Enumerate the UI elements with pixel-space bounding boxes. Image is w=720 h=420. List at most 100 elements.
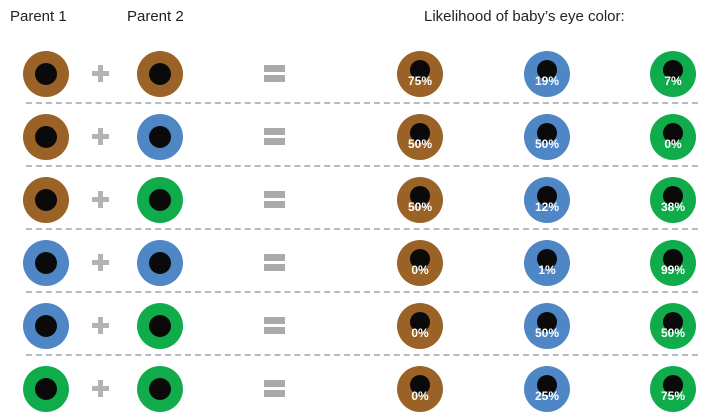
- plus-icon: [92, 191, 109, 208]
- table-row: 50% 12% 38%: [0, 168, 720, 231]
- pupil-icon: [410, 60, 430, 80]
- result-green-eye-icon: 99%: [650, 240, 696, 286]
- result-blue-eye-icon: 19%: [524, 51, 570, 97]
- row-divider: [26, 102, 698, 104]
- pupil-icon: [410, 375, 430, 395]
- pupil-icon: [537, 60, 557, 80]
- result-green-eye-icon: 0%: [650, 114, 696, 160]
- parent2-header: Parent 2: [127, 8, 184, 25]
- pupil-icon: [663, 186, 683, 206]
- probability-blue: 12%: [534, 200, 560, 214]
- pupil-icon: [537, 375, 557, 395]
- result-green-eye-icon: 75%: [650, 366, 696, 412]
- parent1-blue-eye-icon: [23, 240, 69, 286]
- table-row: 0% 1% 99%: [0, 231, 720, 294]
- pupil-icon: [149, 378, 171, 400]
- probability-brown: 50%: [407, 137, 433, 151]
- pupil-icon: [149, 252, 171, 274]
- pupil-icon: [537, 312, 557, 332]
- parent2-green-eye-icon: [137, 303, 183, 349]
- row-divider: [26, 165, 698, 167]
- table-row: 0% 25% 75%: [0, 357, 720, 420]
- probability-green: 0%: [664, 137, 682, 151]
- parent1-green-eye-icon: [23, 366, 69, 412]
- pupil-icon: [149, 63, 171, 85]
- parent1-brown-eye-icon: [23, 51, 69, 97]
- pupil-icon: [663, 249, 683, 269]
- parent2-green-eye-icon: [137, 177, 183, 223]
- plus-icon: [92, 254, 109, 271]
- result-blue-eye-icon: 1%: [524, 240, 570, 286]
- result-green-eye-icon: 7%: [650, 51, 696, 97]
- probability-brown: 0%: [411, 326, 429, 340]
- table-row: 50% 50% 0%: [0, 105, 720, 168]
- parent1-header: Parent 1: [10, 8, 67, 25]
- pupil-icon: [35, 252, 57, 274]
- probability-blue: 1%: [538, 263, 556, 277]
- equals-icon: [264, 317, 285, 334]
- probability-brown: 0%: [411, 389, 429, 403]
- plus-icon: [92, 317, 109, 334]
- plus-icon: [92, 380, 109, 397]
- result-brown-eye-icon: 75%: [397, 51, 443, 97]
- probability-blue: 50%: [534, 326, 560, 340]
- result-green-eye-icon: 50%: [650, 303, 696, 349]
- result-blue-eye-icon: 50%: [524, 114, 570, 160]
- likelihood-header: Likelihood of baby’s eye color:: [424, 8, 625, 25]
- result-brown-eye-icon: 50%: [397, 177, 443, 223]
- pupil-icon: [410, 186, 430, 206]
- pupil-icon: [537, 186, 557, 206]
- pupil-icon: [149, 189, 171, 211]
- pupil-icon: [537, 123, 557, 143]
- pupil-icon: [149, 315, 171, 337]
- pupil-icon: [35, 63, 57, 85]
- result-brown-eye-icon: 0%: [397, 240, 443, 286]
- probability-green: 50%: [660, 326, 686, 340]
- probability-blue: 19%: [534, 74, 560, 88]
- equals-icon: [264, 254, 285, 271]
- pupil-icon: [35, 378, 57, 400]
- pupil-icon: [410, 123, 430, 143]
- parent2-brown-eye-icon: [137, 51, 183, 97]
- result-blue-eye-icon: 25%: [524, 366, 570, 412]
- probability-green: 7%: [664, 74, 682, 88]
- pupil-icon: [149, 126, 171, 148]
- probability-brown: 50%: [407, 200, 433, 214]
- pupil-icon: [663, 60, 683, 80]
- pupil-icon: [537, 249, 557, 269]
- pupil-icon: [35, 315, 57, 337]
- equals-icon: [264, 128, 285, 145]
- parent2-blue-eye-icon: [137, 114, 183, 160]
- row-divider: [26, 354, 698, 356]
- equals-icon: [264, 380, 285, 397]
- probability-green: 75%: [660, 389, 686, 403]
- probability-green: 38%: [660, 200, 686, 214]
- pupil-icon: [410, 249, 430, 269]
- pupil-icon: [35, 126, 57, 148]
- parent1-brown-eye-icon: [23, 177, 69, 223]
- row-divider: [26, 291, 698, 293]
- parent1-blue-eye-icon: [23, 303, 69, 349]
- pupil-icon: [663, 375, 683, 395]
- pupil-icon: [410, 312, 430, 332]
- pupil-icon: [663, 312, 683, 332]
- probability-brown: 0%: [411, 263, 429, 277]
- equals-icon: [264, 65, 285, 82]
- result-brown-eye-icon: 0%: [397, 303, 443, 349]
- probability-blue: 25%: [534, 389, 560, 403]
- probability-brown: 75%: [407, 74, 433, 88]
- row-divider: [26, 228, 698, 230]
- table-row: 75% 19% 7%: [0, 42, 720, 105]
- pupil-icon: [35, 189, 57, 211]
- result-brown-eye-icon: 0%: [397, 366, 443, 412]
- probability-blue: 50%: [534, 137, 560, 151]
- parent2-blue-eye-icon: [137, 240, 183, 286]
- parent2-green-eye-icon: [137, 366, 183, 412]
- result-blue-eye-icon: 12%: [524, 177, 570, 223]
- plus-icon: [92, 128, 109, 145]
- result-green-eye-icon: 38%: [650, 177, 696, 223]
- table-row: 0% 50% 50%: [0, 294, 720, 357]
- equals-icon: [264, 191, 285, 208]
- plus-icon: [92, 65, 109, 82]
- pupil-icon: [663, 123, 683, 143]
